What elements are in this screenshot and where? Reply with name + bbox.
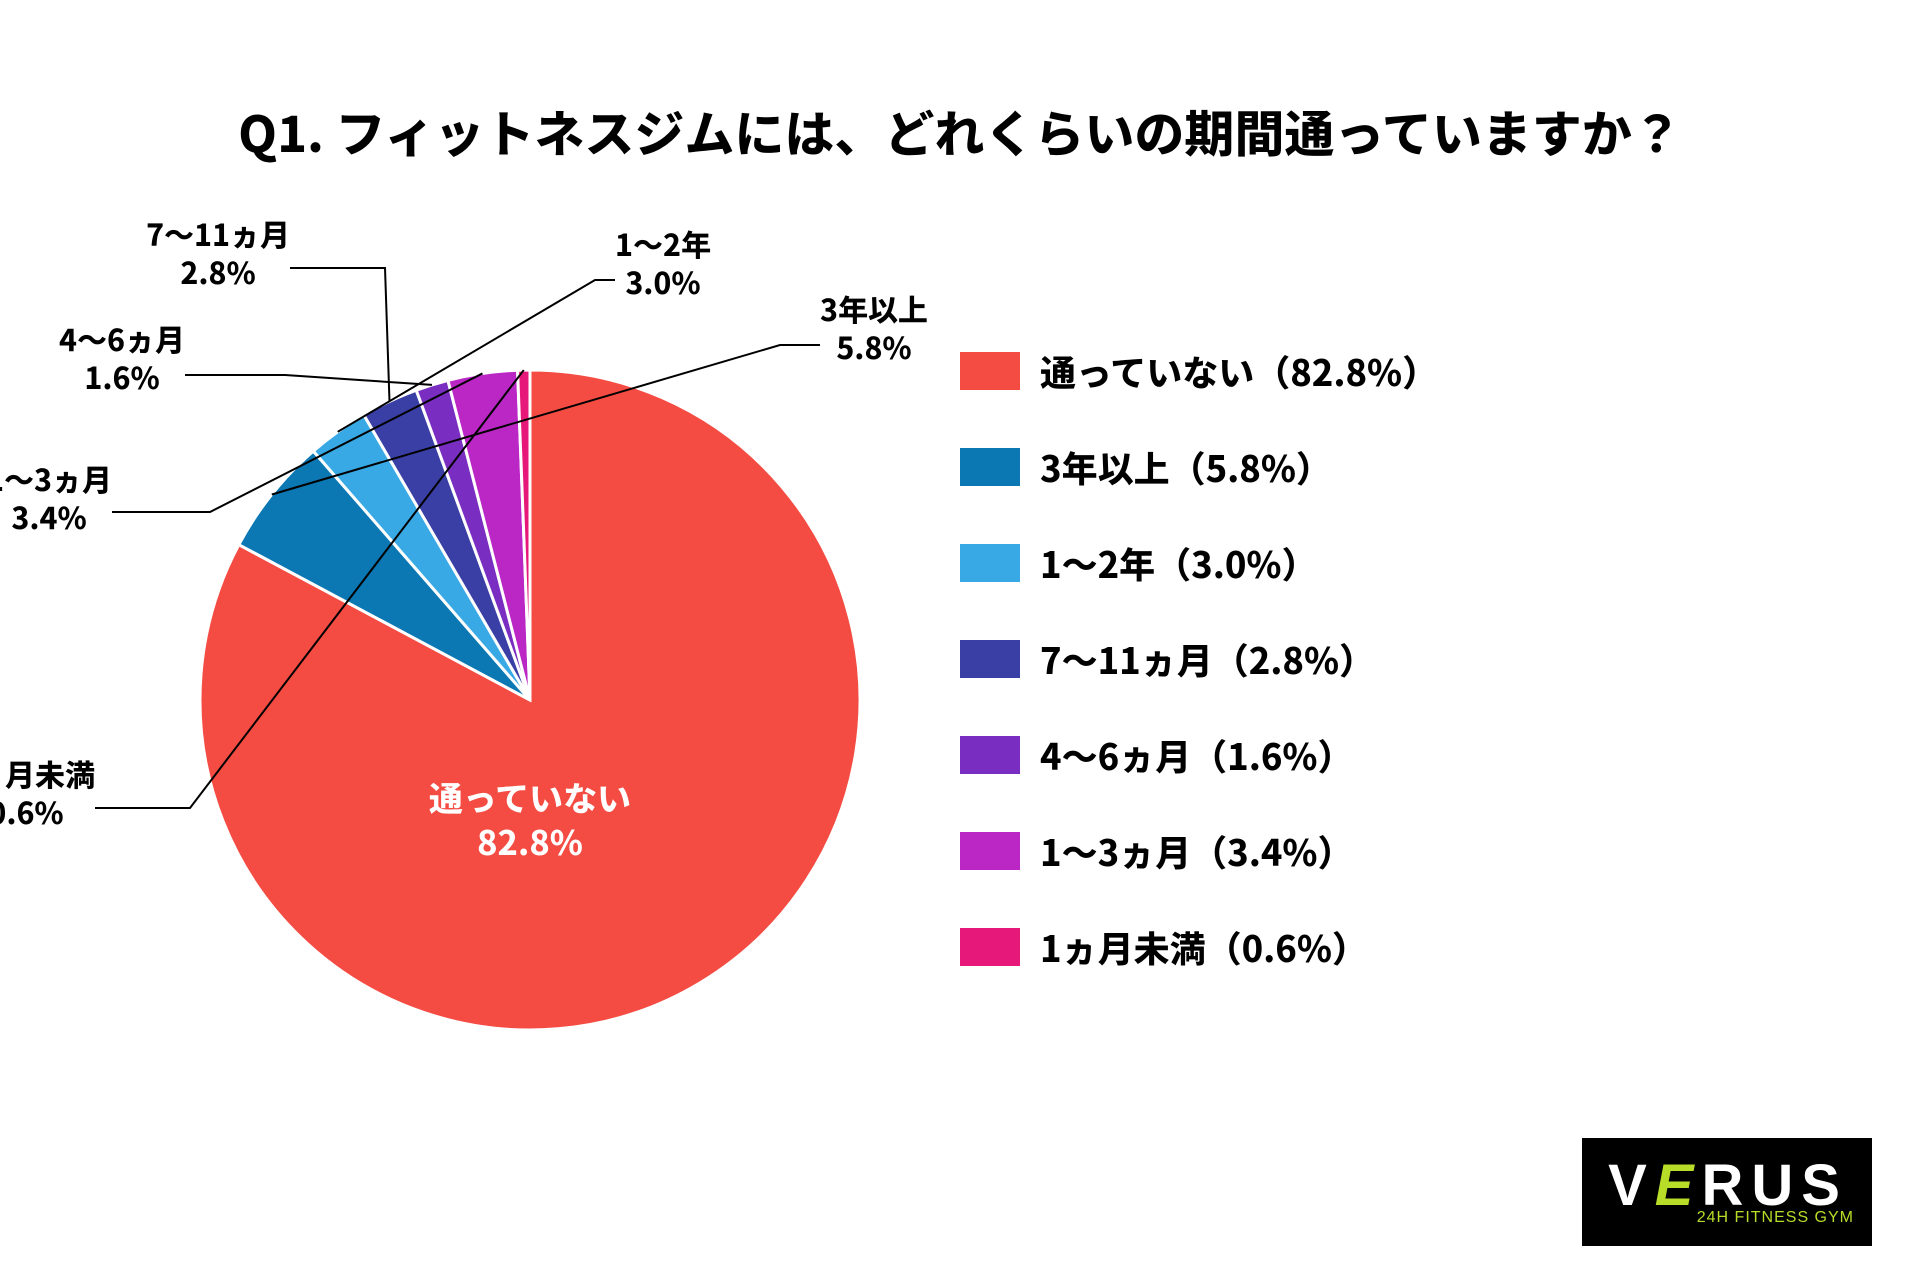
brand-name: VERUS (1608, 1157, 1846, 1215)
callout-percent: 2.8% (180, 249, 255, 293)
callout-percent: 3.0% (625, 259, 700, 303)
pie-chart: 通っていない 82.8% 3年以上5.8% 1〜2年3.0% 7〜11ヵ月2.8% 4… (40, 200, 940, 1100)
legend-label: 1〜3ヵ月（3.4%） (1040, 825, 1354, 877)
callout-5: 1〜3ヵ月3.4% (0, 460, 112, 535)
callout-1: 3年以上5.8% (820, 290, 928, 365)
legend-swatch (960, 448, 1020, 486)
legend-label: 7〜11ヵ月（2.8%） (1040, 633, 1375, 685)
legend-label: 1ヵ月未満（0.6%） (1040, 921, 1368, 973)
chart-title: Q1. フィットネスジムには、どれくらいの期間通っていますか？ (0, 95, 1920, 167)
legend-swatch (960, 352, 1020, 390)
legend-item-2: 1〜2年（3.0%） (960, 537, 1438, 589)
legend-item-5: 1〜3ヵ月（3.4%） (960, 825, 1438, 877)
legend-item-3: 7〜11ヵ月（2.8%） (960, 633, 1438, 685)
callout-percent: 3.4% (11, 494, 86, 538)
callout-2: 1〜2年3.0% (615, 225, 711, 300)
center-label-line1: 通っていない (429, 772, 631, 821)
brand-badge: VERUS 24H FITNESS GYM (1582, 1138, 1872, 1246)
legend-label: 4〜6ヵ月（1.6%） (1040, 729, 1354, 781)
legend-item-4: 4〜6ヵ月（1.6%） (960, 729, 1438, 781)
center-label-line2: 82.8% (477, 816, 583, 865)
callout-percent: 0.6% (0, 789, 64, 833)
callout-percent: 1.6% (84, 354, 159, 398)
callout-4: 4〜6ヵ月1.6% (59, 320, 185, 395)
legend-swatch (960, 928, 1020, 966)
page: Q1. フィットネスジムには、どれくらいの期間通っていますか？ 通っていない 8… (0, 0, 1920, 1280)
legend-swatch (960, 640, 1020, 678)
callout-6: 1ヵ月未満0.6% (0, 755, 95, 830)
pie-center-label: 通っていない 82.8% (40, 775, 1020, 863)
legend-item-1: 3年以上（5.8%） (960, 441, 1438, 493)
legend-item-6: 1ヵ月未満（0.6%） (960, 921, 1438, 973)
legend-label: 通っていない（82.8%） (1040, 345, 1438, 397)
legend-swatch (960, 544, 1020, 582)
legend-item-0: 通っていない（82.8%） (960, 345, 1438, 397)
callout-percent: 5.8% (836, 324, 911, 368)
legend: 通っていない（82.8%） 3年以上（5.8%） 1〜2年（3.0%） 7〜11ヵ月（… (960, 345, 1438, 973)
legend-swatch (960, 832, 1020, 870)
leader-line (185, 375, 432, 385)
legend-label: 3年以上（5.8%） (1040, 441, 1332, 493)
brand-subtitle: 24H FITNESS GYM (1697, 1209, 1854, 1227)
legend-swatch (960, 736, 1020, 774)
legend-label: 1〜2年（3.0%） (1040, 537, 1318, 589)
callout-3: 7〜11ヵ月2.8% (146, 215, 290, 290)
